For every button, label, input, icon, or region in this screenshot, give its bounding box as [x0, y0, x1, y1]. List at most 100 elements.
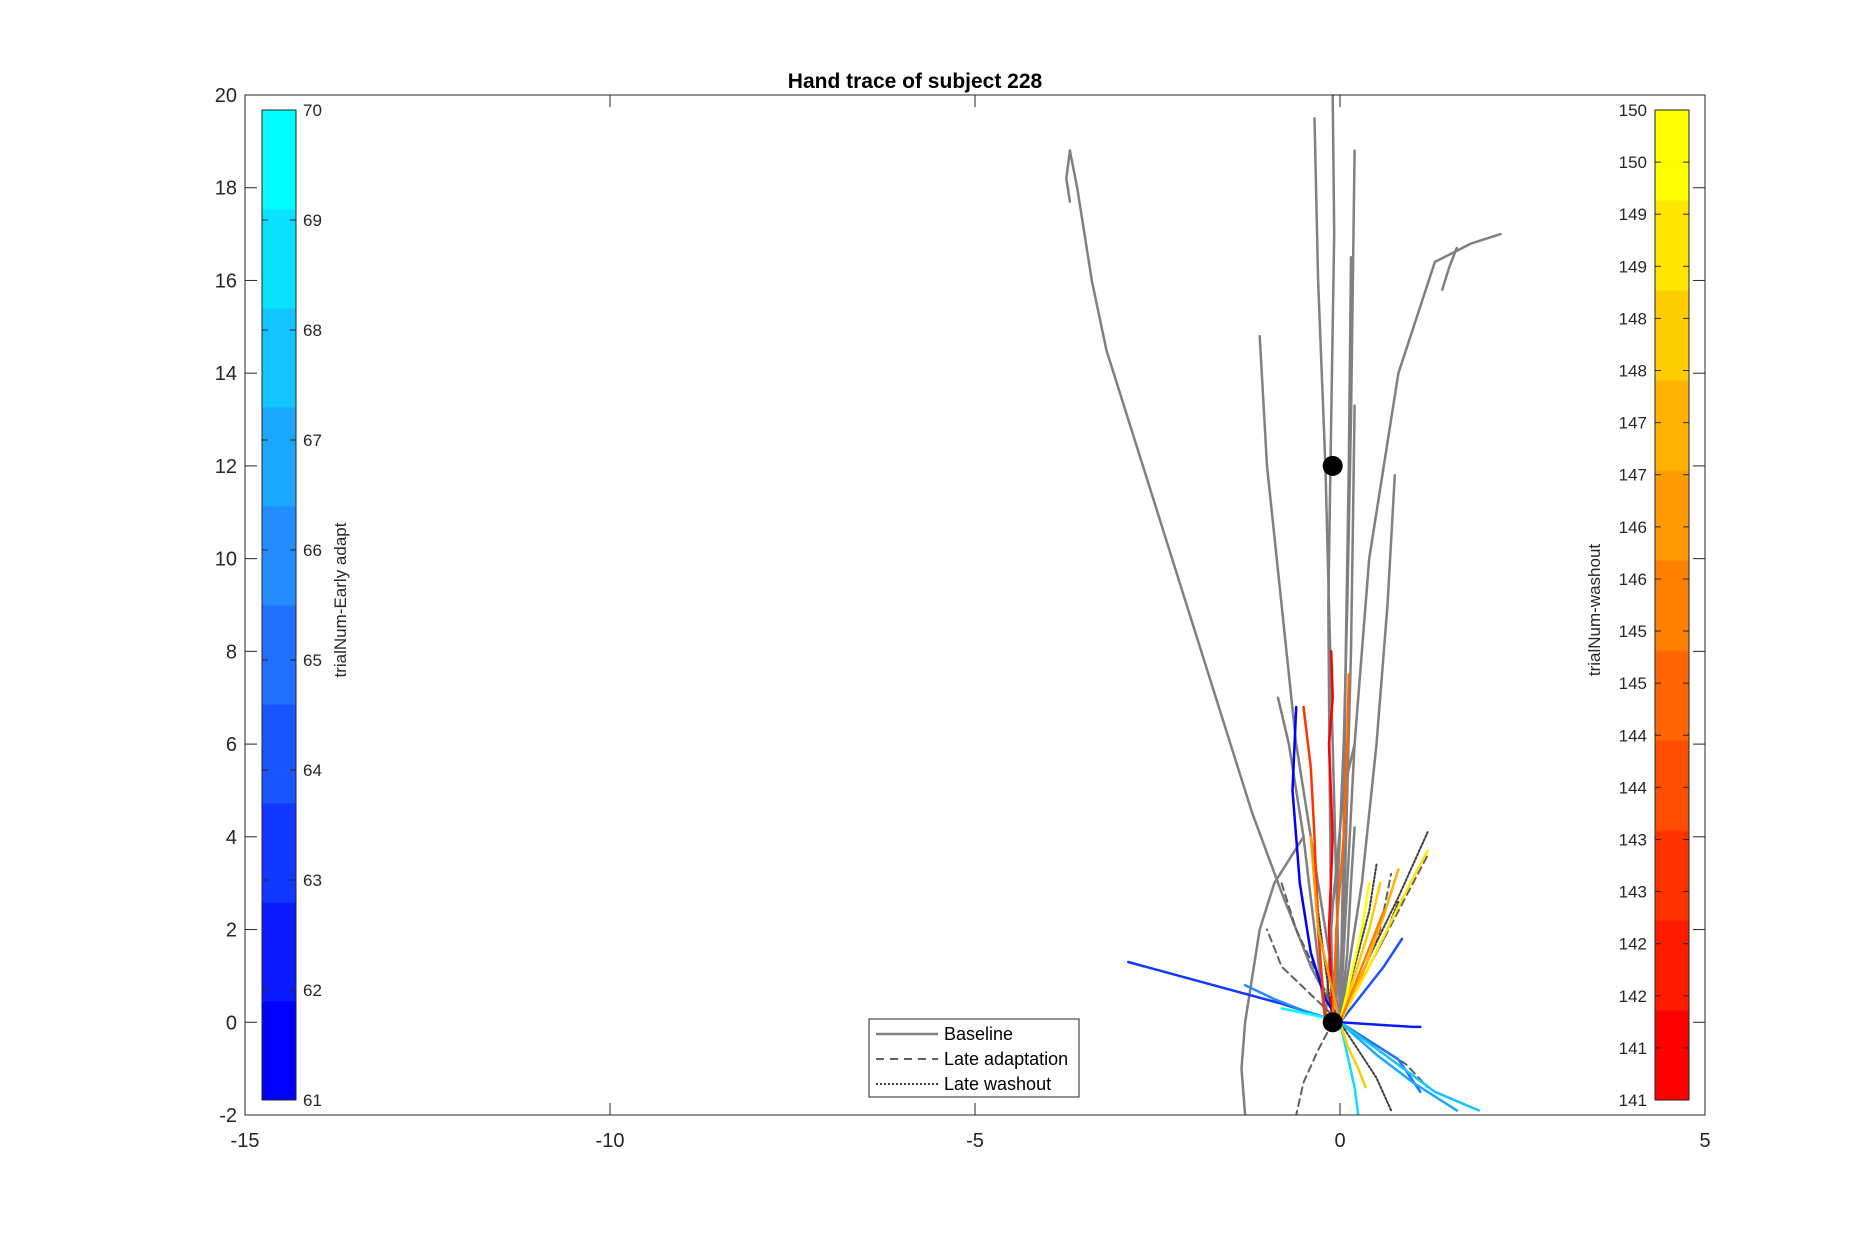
series-layer: [1065, 95, 1502, 1115]
y-tick-label: 16: [215, 270, 237, 292]
colorbar-frame: [261, 109, 297, 1101]
plot-area: [245, 95, 1705, 1115]
colorbar-segment: [1655, 110, 1689, 201]
series-line-baseline: [1338, 404, 1356, 1024]
colorbar-segment: [262, 605, 296, 705]
colorbar-tick-label: 143: [1619, 883, 1647, 902]
colorbar-tick-label: 148: [1619, 309, 1647, 328]
legend-label-late-washout: Late washout: [944, 1074, 1051, 1094]
series-line-washout: [1338, 881, 1382, 1024]
y-tick-label: -2: [219, 1105, 237, 1127]
series-line-baseline: [1258, 334, 1342, 1024]
colorbar-segment: [262, 308, 296, 408]
y-tick-label: 6: [226, 734, 237, 756]
series-line-baseline: [1440, 246, 1459, 291]
series-line-washout: [1338, 881, 1371, 1024]
series-line-washout: [1338, 1021, 1367, 1089]
colorbar-tick-label: 63: [303, 871, 322, 890]
series-line-washout: [1338, 868, 1400, 1024]
colorbar-segment: [262, 506, 296, 606]
colorbar-title: trialNum-washout: [1585, 544, 1604, 677]
colorbar-segment: [262, 902, 296, 1002]
series-line-early-adapt: [1338, 1021, 1480, 1112]
colorbar-tick-label: 68: [303, 321, 322, 340]
colorbar-tick-label: 64: [303, 761, 322, 780]
colorbar-segment: [1655, 920, 1689, 1011]
y-tick-label: 20: [215, 85, 237, 107]
series-line-washout: [1338, 849, 1429, 1024]
x-tick-label: 5: [1699, 1130, 1710, 1152]
y-tick-label: 4: [226, 827, 237, 849]
series-line-baseline: [1240, 835, 1305, 1115]
colorbar-tick-label: 141: [1619, 1091, 1647, 1110]
legend: Baseline Late adaptation Late washout: [868, 1018, 1080, 1098]
colorbar-tick-label: 146: [1619, 518, 1647, 537]
colorbar-washout: 141 141 142 142 143 143 144 144 145 145 146 146 147 1…: [1585, 101, 1690, 1110]
colorbar-tick-label: 142: [1619, 987, 1647, 1006]
series-line-baseline: [1313, 116, 1342, 1024]
series-line-early-adapt: [1338, 1021, 1459, 1112]
colorbar-segment: [1655, 1010, 1689, 1101]
colorbar-early-adapt: 61 62 63 64 65 66 67 68 69 70 trialNum-Early adapt: [261, 101, 350, 1110]
colorbar-tick-label: 149: [1619, 205, 1647, 224]
x-tick-label: -15: [231, 1130, 260, 1152]
colorbar-tick-label: 144: [1619, 726, 1647, 745]
y-tick-label: 0: [226, 1012, 237, 1034]
legend-label-baseline: Baseline: [944, 1024, 1013, 1044]
colorbar-tick-label: 144: [1619, 778, 1647, 797]
colorbar-segment: [1655, 200, 1689, 291]
colorbar-tick-label: 61: [303, 1091, 322, 1110]
target-marker: [1322, 455, 1343, 476]
colorbar-tick-label: 66: [303, 541, 322, 560]
colorbar-segment: [1655, 470, 1689, 561]
series-line-late-adaptation: [1295, 1021, 1334, 1115]
colorbar-tick-label: 70: [303, 101, 322, 120]
series-line-baseline: [1068, 149, 1342, 1024]
series-line-baseline: [1065, 149, 1072, 203]
series-line-late-adaptation: [1266, 928, 1341, 1024]
colorbar-segment: [262, 209, 296, 309]
chart-title: Hand trace of subject 228: [788, 70, 1043, 93]
series-line-baseline: [1338, 256, 1353, 1024]
series-line-washout: [1338, 909, 1386, 1024]
colorbar-segment: [1655, 560, 1689, 651]
colorbar-tick-label: 142: [1619, 935, 1647, 954]
colorbar-segment: [262, 803, 296, 903]
colorbar-tick-label: 147: [1619, 466, 1647, 485]
y-tick-label: 2: [226, 920, 237, 942]
colorbar-tick-label: 69: [303, 211, 322, 230]
colorbar-tick-label: 65: [303, 651, 322, 670]
x-tick-label: 0: [1334, 1130, 1345, 1152]
colorbar-segment: [1655, 650, 1689, 741]
series-line-early-adapt: [1291, 705, 1342, 1024]
colorbar-tick-label: 149: [1619, 257, 1647, 276]
y-tick-label: 8: [226, 641, 237, 663]
series-line-baseline: [1324, 742, 1356, 1024]
y-tick-label: 12: [215, 456, 237, 478]
series-line-late-washout: [1339, 1021, 1393, 1112]
series-line-early-adapt: [1338, 1021, 1422, 1029]
series-line-washout: [1331, 673, 1351, 1024]
colorbar-tick-label: 67: [303, 431, 322, 450]
y-tick-label: 18: [215, 178, 237, 200]
colorbar-segment: [262, 1001, 296, 1101]
colorbar-segment: [262, 407, 296, 507]
series-line-baseline: [1338, 826, 1356, 1024]
series-line-early-adapt: [1338, 1021, 1360, 1115]
colorbar-tick-label: 145: [1619, 674, 1647, 693]
x-tick-label: -5: [966, 1130, 984, 1152]
y-tick-label: 10: [215, 549, 237, 571]
colorbar-tick-label: 141: [1619, 1039, 1647, 1058]
series-line-washout: [1302, 705, 1327, 1024]
colorbar-tick-label: 150: [1619, 153, 1647, 172]
y-tick-label: 14: [215, 363, 237, 385]
series-line-washout: [1327, 650, 1334, 1024]
colorbar-title: trialNum-Early adapt: [331, 522, 350, 677]
marker-layer: [1322, 455, 1343, 1033]
x-tick-label: -10: [596, 1130, 625, 1152]
colorbar-segment: [262, 704, 296, 804]
legend-label-late-adaptation: Late adaptation: [944, 1049, 1068, 1069]
colorbar-segment: [1655, 380, 1689, 471]
